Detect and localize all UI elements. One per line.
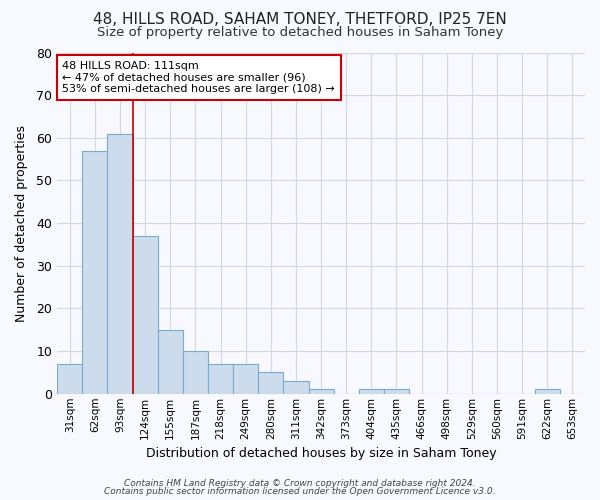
Text: Size of property relative to detached houses in Saham Toney: Size of property relative to detached ho… [97,26,503,39]
Bar [283,381,308,394]
Y-axis label: Number of detached properties: Number of detached properties [15,124,28,322]
Bar [57,364,82,394]
Bar [258,372,283,394]
Text: Contains HM Land Registry data © Crown copyright and database right 2024.: Contains HM Land Registry data © Crown c… [124,478,476,488]
Bar [107,134,133,394]
Bar [384,390,409,394]
Text: Contains public sector information licensed under the Open Government Licence v3: Contains public sector information licen… [104,487,496,496]
Bar [133,236,158,394]
Bar [359,390,384,394]
Bar [233,364,258,394]
Bar [82,150,107,394]
Bar [158,330,183,394]
Bar [183,351,208,394]
X-axis label: Distribution of detached houses by size in Saham Toney: Distribution of detached houses by size … [146,447,496,460]
Text: 48, HILLS ROAD, SAHAM TONEY, THETFORD, IP25 7EN: 48, HILLS ROAD, SAHAM TONEY, THETFORD, I… [93,12,507,28]
Bar [308,390,334,394]
Text: 48 HILLS ROAD: 111sqm
← 47% of detached houses are smaller (96)
53% of semi-deta: 48 HILLS ROAD: 111sqm ← 47% of detached … [62,61,335,94]
Bar [535,390,560,394]
Bar [208,364,233,394]
